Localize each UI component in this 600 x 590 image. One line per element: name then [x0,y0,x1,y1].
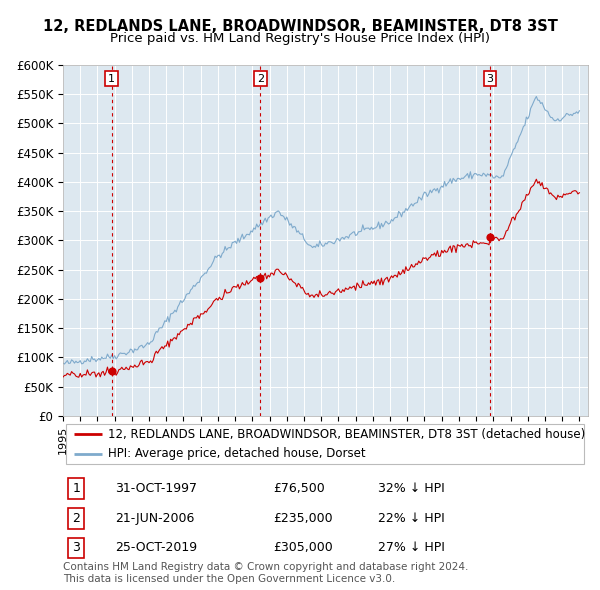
FancyBboxPatch shape [65,424,584,464]
Text: £235,000: £235,000 [273,512,332,525]
Point [485,233,495,242]
Point [256,274,265,283]
Text: 12, REDLANDS LANE, BROADWINDSOR, BEAMINSTER, DT8 3ST: 12, REDLANDS LANE, BROADWINDSOR, BEAMINS… [43,19,557,34]
Text: 3: 3 [487,74,494,84]
Text: 2: 2 [257,74,264,84]
Text: 2: 2 [72,512,80,525]
Text: 22% ↓ HPI: 22% ↓ HPI [378,512,445,525]
Text: 31-OCT-1997: 31-OCT-1997 [115,482,197,495]
Text: 21-JUN-2006: 21-JUN-2006 [115,512,195,525]
Text: 27% ↓ HPI: 27% ↓ HPI [378,542,445,555]
Point [107,366,116,376]
Text: 1: 1 [108,74,115,84]
Text: 25-OCT-2019: 25-OCT-2019 [115,542,197,555]
Text: 1: 1 [72,482,80,495]
Text: £76,500: £76,500 [273,482,325,495]
Text: 32% ↓ HPI: 32% ↓ HPI [378,482,445,495]
Text: £305,000: £305,000 [273,542,333,555]
Text: This data is licensed under the Open Government Licence v3.0.: This data is licensed under the Open Gov… [63,574,395,584]
Text: HPI: Average price, detached house, Dorset: HPI: Average price, detached house, Dors… [107,447,365,460]
Text: Contains HM Land Registry data © Crown copyright and database right 2024.: Contains HM Land Registry data © Crown c… [63,562,469,572]
Text: Price paid vs. HM Land Registry's House Price Index (HPI): Price paid vs. HM Land Registry's House … [110,32,490,45]
Text: 12, REDLANDS LANE, BROADWINDSOR, BEAMINSTER, DT8 3ST (detached house): 12, REDLANDS LANE, BROADWINDSOR, BEAMINS… [107,428,585,441]
Text: 3: 3 [72,542,80,555]
